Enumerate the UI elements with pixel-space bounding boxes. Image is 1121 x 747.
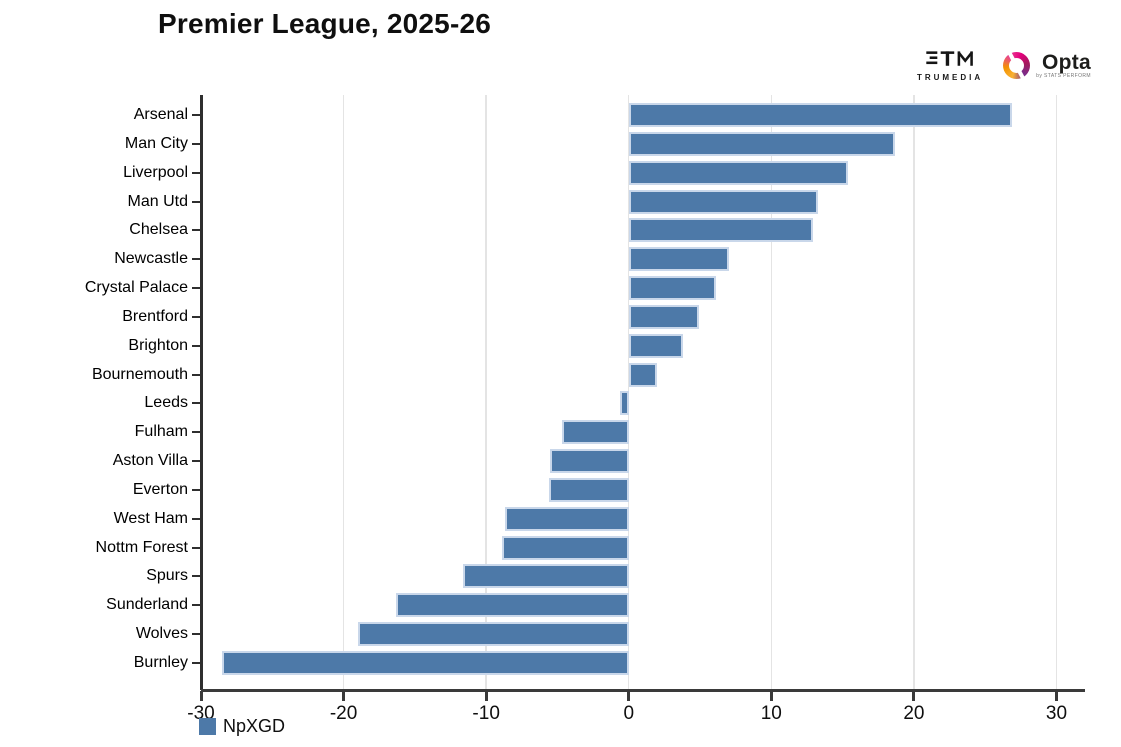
opta-ring-icon [1003, 49, 1031, 82]
category-label-liverpool: Liverpool [123, 163, 188, 181]
bar-bournemouth[interactable] [628, 362, 658, 387]
y-tick-mark [192, 661, 200, 664]
y-tick-mark [192, 287, 200, 290]
opta-logo: Opta by STATS PERFORM [1003, 49, 1091, 82]
y-tick-mark [192, 142, 200, 145]
y-tick-mark [192, 114, 200, 116]
category-label-everton: Everton [132, 480, 188, 498]
category-label-man-city: Man City [124, 134, 188, 152]
bar-nottm-forest[interactable] [501, 535, 629, 560]
bar-fulham[interactable] [561, 420, 629, 445]
gridline [342, 95, 345, 690]
category-label-sunderland: Sunderland [106, 596, 188, 614]
y-tick-mark [192, 604, 200, 607]
gridline [485, 95, 487, 690]
y-tick-mark [192, 488, 200, 491]
x-tick-label: -20 [329, 703, 358, 724]
bar-aston-villa[interactable] [550, 449, 629, 474]
legend-label: NpXGD [223, 716, 286, 736]
y-tick-mark [192, 229, 200, 232]
bar-chelsea[interactable] [628, 218, 813, 243]
category-label-brighton: Brighton [128, 336, 188, 354]
category-label-west-ham: West Ham [113, 509, 188, 527]
y-tick-mark [192, 200, 200, 203]
category-label-newcastle: Newcastle [114, 250, 188, 268]
y-tick-mark [192, 633, 200, 636]
x-tick-mark [1054, 691, 1058, 701]
opta-sublabel: by STATS PERFORM [1036, 72, 1091, 79]
bar-arsenal[interactable] [628, 103, 1013, 127]
bar-spurs[interactable] [463, 564, 629, 589]
bar-liverpool[interactable] [628, 160, 849, 185]
gridline [627, 95, 630, 690]
gridline [770, 95, 773, 690]
category-label-crystal-palace: Crystal Palace [84, 279, 188, 297]
x-tick-mark [342, 691, 346, 701]
category-label-aston-villa: Aston Villa [112, 452, 188, 470]
branding: TRUMEDIA Opta by STATS PERFORM [917, 48, 1091, 82]
legend-swatch-icon [199, 718, 216, 735]
category-label-bournemouth: Bournemouth [91, 365, 188, 383]
category-label-fulham: Fulham [134, 423, 188, 441]
x-tick-label: 10 [760, 703, 782, 724]
trumedia-icon [926, 51, 974, 66]
category-label-wolves: Wolves [135, 625, 188, 643]
y-tick-mark [192, 171, 200, 174]
bar-man-city[interactable] [628, 131, 896, 156]
gridline [1055, 95, 1058, 690]
x-tick-mark [912, 691, 916, 701]
gridline [913, 95, 915, 690]
trumedia-logo: TRUMEDIA [917, 48, 983, 82]
x-tick-label: 30 [1045, 703, 1068, 724]
x-tick-mark [484, 691, 488, 701]
bar-sunderland[interactable] [396, 593, 629, 618]
opta-label: Opta [1041, 50, 1091, 74]
category-label-man-utd: Man Utd [127, 192, 188, 210]
x-tick-label: 20 [903, 703, 925, 724]
y-tick-mark [192, 373, 200, 376]
bar-leeds[interactable] [620, 391, 629, 416]
y-tick-mark [192, 431, 200, 434]
y-tick-mark [192, 258, 200, 261]
bar-newcastle[interactable] [628, 247, 729, 272]
bar-brentford[interactable] [628, 304, 699, 329]
bar-burnley[interactable] [222, 650, 629, 675]
bar-west-ham[interactable] [504, 506, 629, 531]
bar-brighton[interactable] [628, 333, 683, 358]
y-tick-mark [192, 344, 200, 347]
x-tick-label: -10 [472, 703, 500, 724]
y-tick-mark [192, 575, 200, 578]
y-axis-spine [200, 95, 203, 690]
page-title: Premier League, 2025-26 [158, 8, 492, 39]
y-tick-mark [192, 460, 200, 463]
category-label-arsenal: Arsenal [133, 106, 188, 123]
x-axis-line [201, 688, 1085, 692]
category-label-chelsea: Chelsea [129, 221, 188, 239]
y-tick-mark [192, 402, 200, 405]
y-tick-mark [192, 517, 200, 520]
category-label-spurs: Spurs [146, 567, 188, 585]
bar-man-utd[interactable] [628, 189, 819, 214]
y-tick-mark [192, 315, 200, 318]
y-tick-mark [192, 546, 200, 549]
trumedia-label: TRUMEDIA [916, 73, 984, 82]
x-tick-label: 0 [623, 703, 635, 724]
category-label-burnley: Burnley [133, 653, 188, 671]
x-tick-mark [627, 691, 631, 701]
bar-crystal-palace[interactable] [628, 276, 716, 301]
x-tick-mark [769, 691, 773, 701]
category-label-brentford: Brentford [122, 307, 188, 325]
bar-everton[interactable] [548, 477, 629, 502]
legend-item[interactable]: NpXGD [199, 716, 285, 737]
category-label-nottm-forest: Nottm Forest [95, 538, 188, 556]
x-tick-mark [199, 691, 203, 701]
bar-wolves[interactable] [357, 622, 629, 647]
category-label-leeds: Leeds [144, 394, 188, 412]
